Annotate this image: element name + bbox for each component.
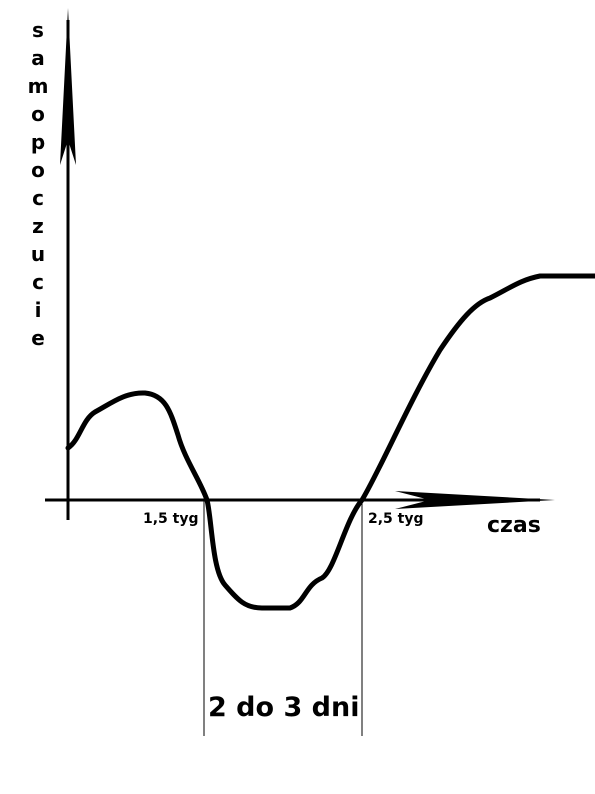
marker-label: 1,5 tyg bbox=[143, 511, 199, 527]
x-axis-label: czas bbox=[487, 513, 541, 538]
wellbeing-curve bbox=[65, 273, 595, 611]
y-arrow bbox=[60, 8, 76, 165]
interval-label: 2 do 3 dni bbox=[208, 692, 360, 723]
marker-label: 2,5 tyg bbox=[368, 511, 424, 527]
y-axis-label: samopoczucie bbox=[26, 18, 50, 354]
x-arrow bbox=[395, 491, 555, 509]
